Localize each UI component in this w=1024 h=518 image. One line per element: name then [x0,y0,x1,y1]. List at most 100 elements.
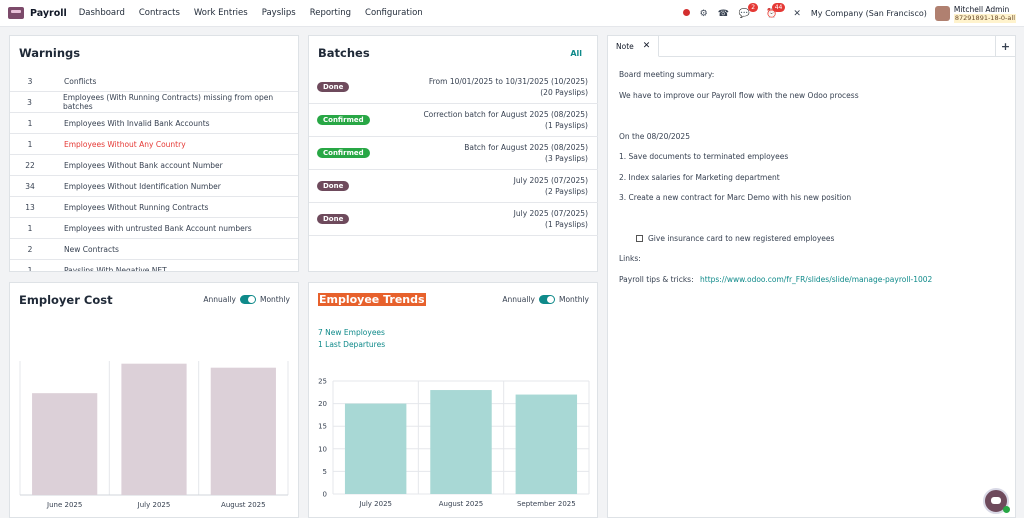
app-name[interactable]: Payroll [30,7,67,19]
bar[interactable] [430,390,492,494]
new-employees-link[interactable]: 7 New Employees [318,328,385,337]
menu-configuration[interactable]: Configuration [365,8,423,18]
batch-state-badge: Done [317,82,350,92]
batches-title: Batches [318,46,370,60]
bar[interactable] [344,403,407,494]
warnings-list: 3 Conflicts 3 Employees (With Running Contr… [10,71,298,272]
employee-trends-period-toggle[interactable]: Annually Monthly [502,295,589,304]
warning-row[interactable]: 3 Employees (With Running Contracts) miss… [10,92,298,113]
period-switch[interactable] [239,295,256,304]
warning-count: 1 [27,223,33,233]
menu-work-entries[interactable]: Work Entries [193,8,248,18]
warnings-card: Warnings 3 Conflicts 3 Employees (With Runn… [9,35,299,272]
warning-count: 1 [27,265,33,272]
warning-count: 1 [27,139,33,149]
batch-state-badge: Confirmed [317,115,370,125]
warnings-title: Warnings [19,46,81,60]
warning-count: 3 [27,76,33,86]
note-checklist-item[interactable]: Give insurance card to new registered em… [636,234,834,243]
warning-label: Employees (With Running Contracts) missi… [62,93,274,111]
note-card: Note ✕ + Board meeting summary: We have … [607,35,1016,518]
batch-payslip-count: (3 Payslips) [545,154,588,163]
menu-payslips[interactable]: Payslips [261,8,296,18]
batch-text: July 2025 (07/2025) (1 Payslips) [514,208,588,230]
top-navbar: Payroll Dashboard Contracts Work Entries… [0,0,1024,27]
messages-icon[interactable]: 💬 2 [739,2,759,19]
warning-row[interactable]: 3 Conflicts [10,71,298,92]
batch-row[interactable]: Done From 10/01/2025 to 10/31/2025 (10/2… [309,71,598,104]
tab-note[interactable]: Note ✕ [608,36,660,57]
batch-row[interactable]: Done July 2025 (07/2025) (2 Payslips) [309,170,598,203]
checkbox-label: Give insurance card to new registered em… [648,234,835,243]
user-menu[interactable]: Mitchell Admin 87291891-18-0-all [953,4,1016,23]
close-icon[interactable]: ✕ [642,41,651,51]
batches-all-link[interactable]: All [570,49,582,58]
bug-icon[interactable]: ⚙ [699,8,708,19]
batch-state-badge: Done [317,181,350,191]
warning-row[interactable]: 13 Employees Without Running Contracts [10,197,298,218]
note-line-item-3[interactable]: 3. Create a new contract for Marc Demo w… [619,193,852,202]
warning-label: Employees Without Identification Number [64,181,221,191]
warning-row[interactable]: 1 Employees With Invalid Bank Accounts [10,113,298,134]
batch-row[interactable]: Done July 2025 (07/2025) (1 Payslips) [309,203,598,236]
toggle-monthly-label: Monthly [259,295,290,304]
note-tab-label: Note [616,41,634,51]
employer-cost-title: Employer Cost [19,293,113,307]
toggle-annually-label: Annually [203,295,236,304]
note-line-item-2[interactable]: 2. Index salaries for Marketing departme… [619,173,780,182]
tools-icon[interactable]: ✕ [793,8,801,19]
warning-label: Employees Without Any Country [64,139,186,149]
warning-count: 1 [27,118,33,128]
period-switch[interactable] [538,295,555,304]
batch-name: From 10/01/2025 to 10/31/2025 (10/2025) [428,77,588,86]
note-line-improve[interactable]: We have to improve our Payroll flow with… [619,91,859,100]
y-tick-label: 5 [323,468,327,476]
batch-row[interactable]: Confirmed Batch for August 2025 (08/2025… [309,137,598,170]
warning-label: Conflicts [64,76,97,86]
add-note-button[interactable]: + [995,36,1015,57]
batch-state-badge: Done [317,214,350,224]
batch-row[interactable]: Confirmed Correction batch for August 20… [309,104,598,137]
last-departures-link[interactable]: 1 Last Departures [318,340,386,349]
warning-row[interactable]: 1 Employees Without Any Country [10,134,298,155]
record-icon[interactable] [682,8,690,19]
warning-row[interactable]: 1 Payslips With Negative NET [10,260,298,272]
y-tick-label: 20 [318,400,327,408]
batch-payslip-count: (20 Payslips) [540,88,588,97]
menu-dashboard[interactable]: Dashboard [78,8,125,18]
warning-label: New Contracts [64,244,119,254]
activity-clock-icon[interactable]: ⏰ 44 [766,2,786,19]
bar[interactable] [210,367,276,495]
note-line-item-1[interactable]: 1. Save documents to terminated employee… [619,152,789,161]
warning-count: 3 [27,97,32,107]
warning-row[interactable]: 22 Employees Without Bank account Number [10,155,298,176]
warning-row[interactable]: 34 Employees Without Identification Numbe… [10,176,298,197]
phone-icon[interactable]: ☎ [717,8,729,19]
note-line-date[interactable]: On the 08/20/2025 [619,132,690,141]
bar[interactable] [32,393,98,495]
messages-badge: 2 [748,2,759,12]
warning-count: 2 [27,244,33,254]
tips-link[interactable]: https://www.odoo.com/fr_FR/slides/slide/… [700,275,933,284]
bar[interactable] [515,394,578,494]
company-switcher[interactable]: My Company (San Francisco) [810,9,927,18]
note-tabbar [608,36,1015,57]
menu-reporting[interactable]: Reporting [309,8,352,18]
y-tick-label: 0 [323,491,327,499]
user-name: Mitchell Admin [953,4,1010,14]
x-tick-label: August 2025 [221,501,266,509]
batch-text: From 10/01/2025 to 10/31/2025 (10/2025) … [429,76,588,98]
note-line-summary[interactable]: Board meeting summary: [619,70,715,79]
toggle-annually-label: Annually [502,295,535,304]
checkbox[interactable] [636,235,643,242]
bar[interactable] [121,363,187,495]
menu-contracts[interactable]: Contracts [138,8,180,18]
payroll-app-icon[interactable] [8,7,24,19]
employee-trends-card: Employee Trends Annually Monthly 7 New E… [308,282,598,518]
warning-row[interactable]: 2 New Contracts [10,239,298,260]
warning-count: 13 [25,202,35,212]
employer-cost-period-toggle[interactable]: Annually Monthly [203,295,290,304]
avatar[interactable] [934,6,950,21]
warning-label: Payslips With Negative NET [64,265,167,272]
warning-row[interactable]: 1 Employees with untrusted Bank Account n… [10,218,298,239]
